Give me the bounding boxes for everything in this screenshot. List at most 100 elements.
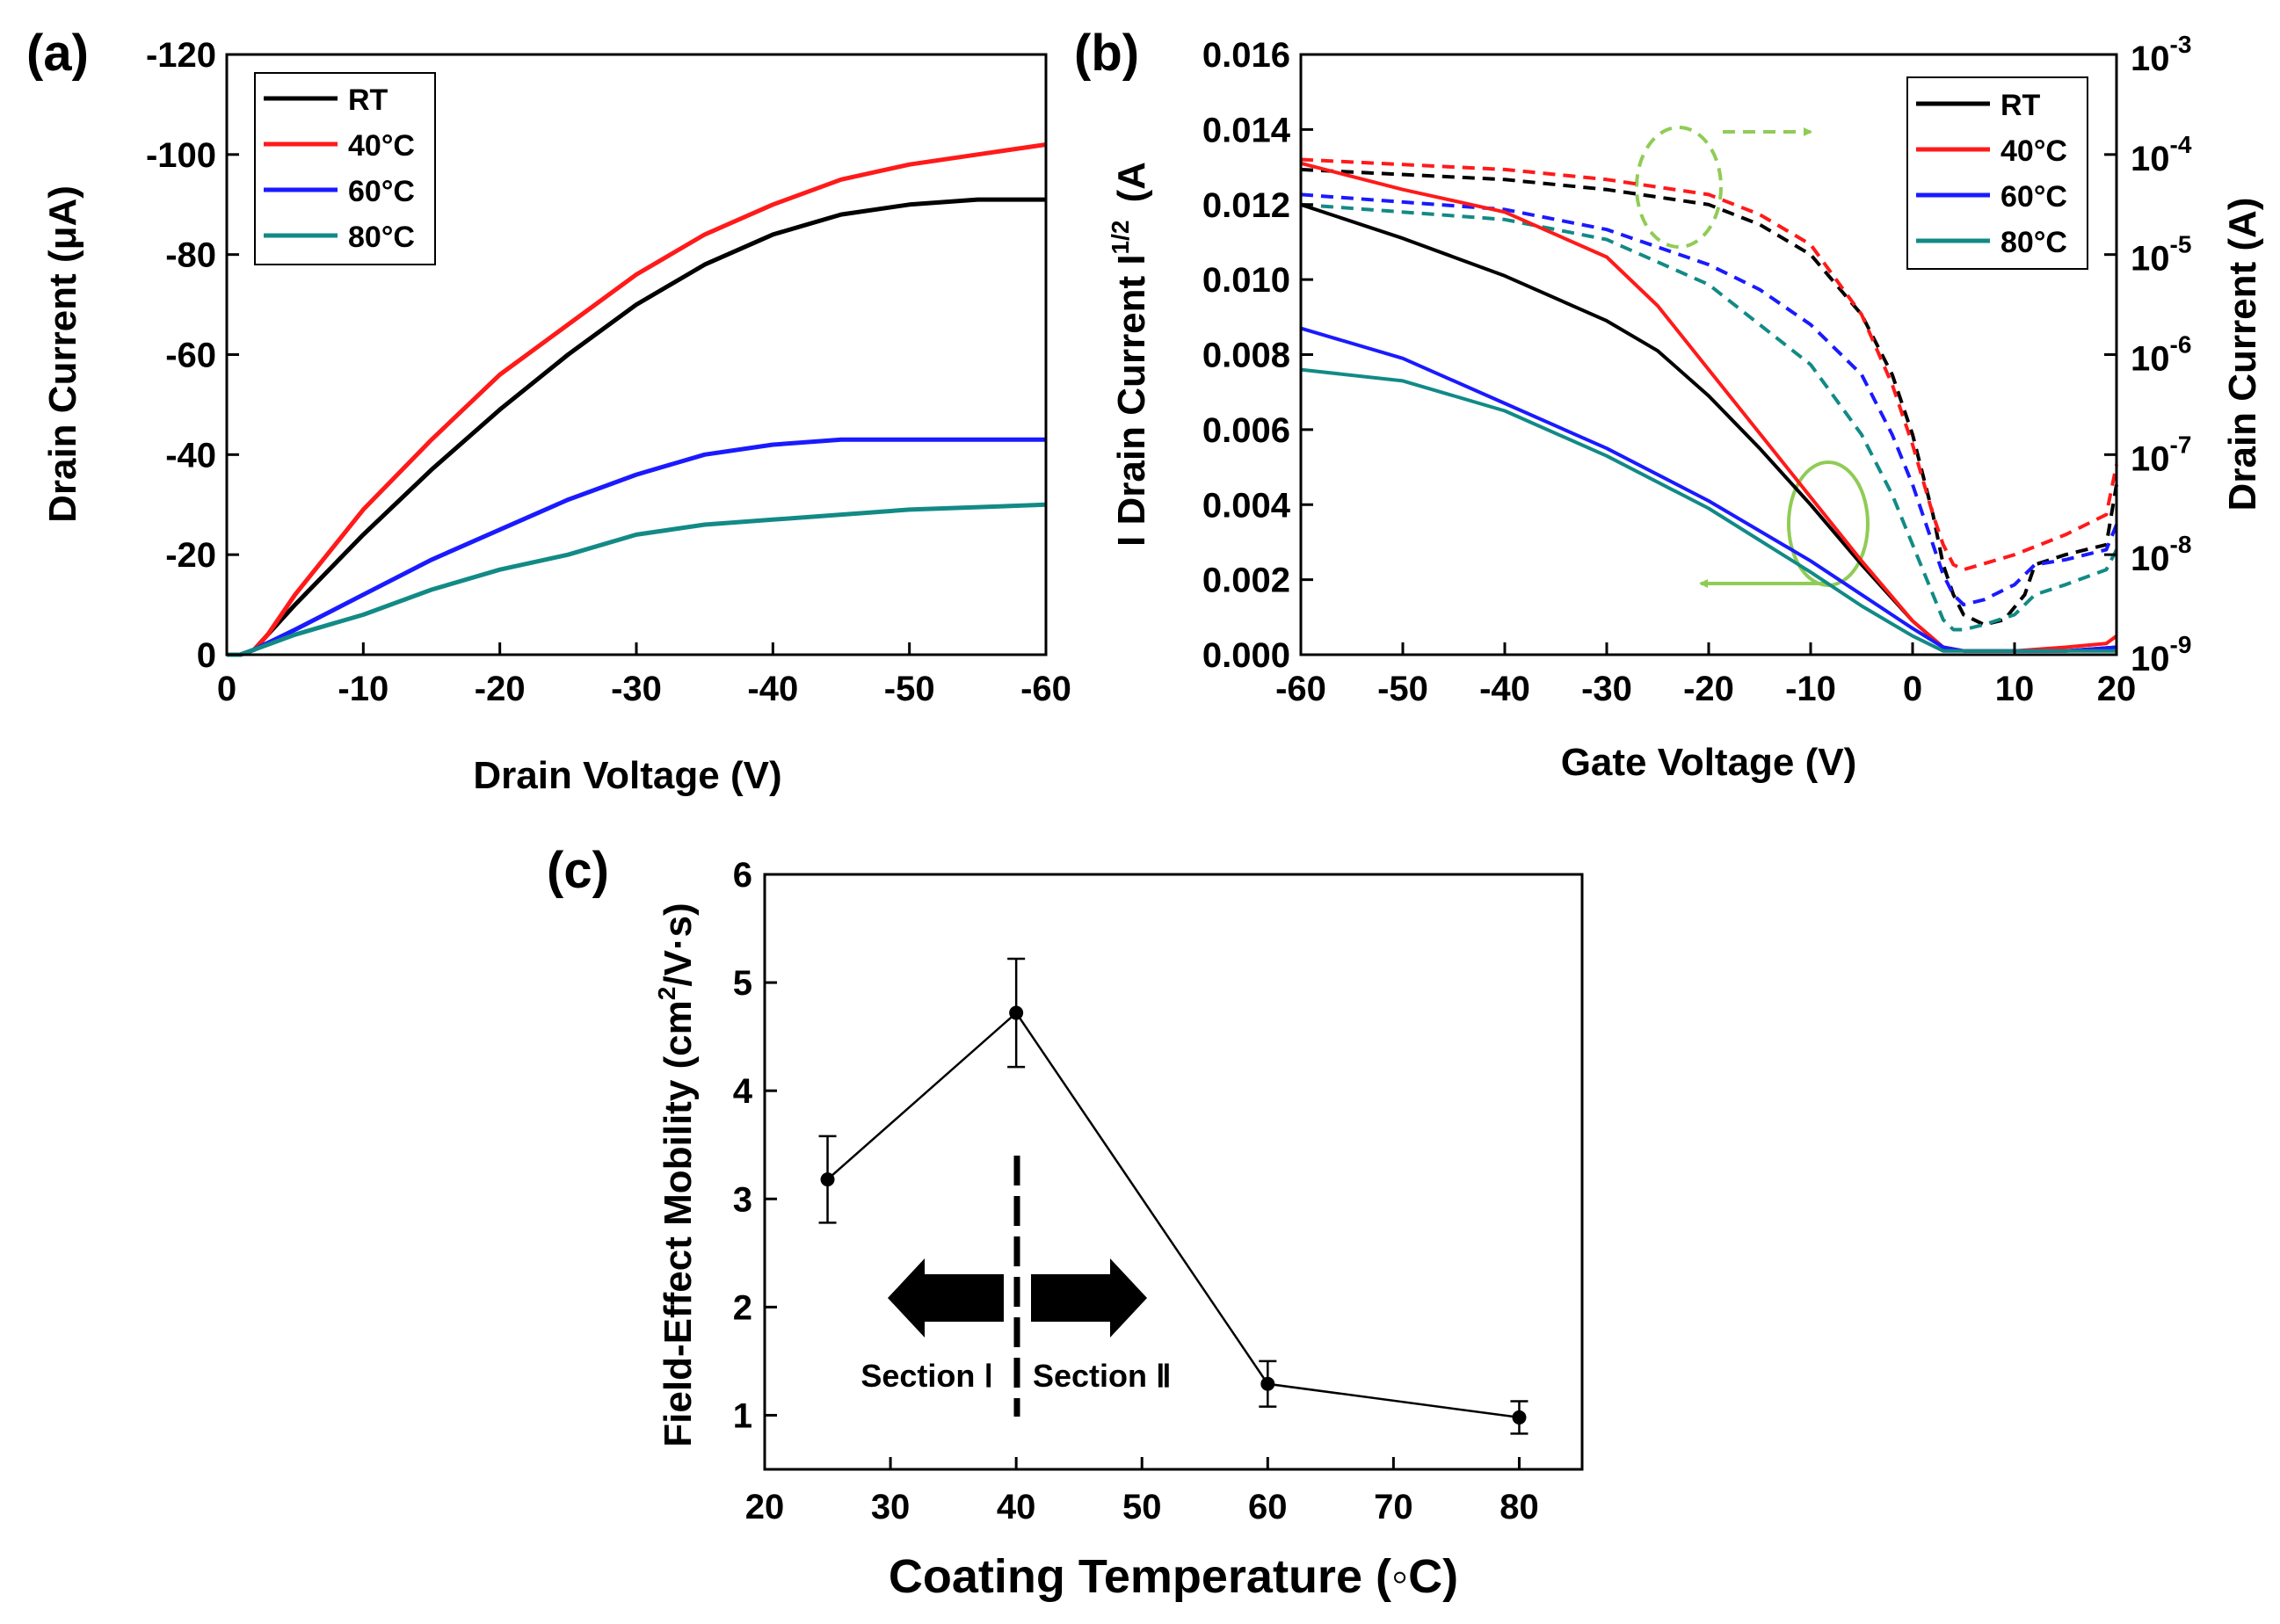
y-tick-label: -20	[165, 536, 216, 575]
panel-a-x-axis: 0 -10 -20 -30 -40 -50 -60	[217, 642, 1071, 708]
legend-label-RT: RT	[2000, 89, 2041, 122]
sqrt-series-line-60°C	[1300, 326, 2117, 653]
series-line-40°C	[227, 142, 1047, 657]
panel-b-legend-box	[1906, 76, 2088, 270]
y-tick-label: 3	[733, 1180, 752, 1219]
y-left-tick-label: 0.004	[1202, 486, 1291, 525]
x-tick-label: 40	[997, 1488, 1036, 1526]
y-right-tick-label: 10-8	[2131, 531, 2191, 578]
panel-c-y-axis: 1 2 3 4 5 6	[733, 856, 777, 1435]
panel-a-series	[227, 142, 1047, 657]
data-point	[820, 1172, 835, 1187]
x-tick-label: -20	[1683, 670, 1734, 708]
panel-b-x-label: Gate Voltage (V)	[1561, 741, 1857, 784]
data-point	[1260, 1376, 1275, 1391]
sqrt-series-line-40°C	[1300, 161, 2118, 653]
panel-b-legend-entries: RT 40°C 60°C 80°C	[1916, 89, 2067, 259]
svg-text:I Drain Current I1/2(A: I Drain Current I1/2 (A	[1107, 162, 1153, 547]
panel-b-annotations	[1635, 126, 1870, 588]
x-tick-label: -40	[747, 670, 798, 708]
legend-label-80°C: 80°C	[348, 221, 415, 254]
y-tick-label: -60	[165, 337, 216, 375]
y-right-tick-label: 10-7	[2131, 431, 2191, 478]
panel-a-legend-entries: RT 40°C 60°C 80°C	[264, 83, 415, 254]
y-tick-label: 2	[733, 1288, 752, 1327]
log-axis-indicator-ellipse	[1635, 126, 1723, 249]
y-right-tick-label: 10-6	[2131, 331, 2191, 379]
panel-b-y-label-text: I Drain Current I	[1110, 254, 1153, 547]
panel-c: (c) 1 2 3 4 5 6 20 30 40 50 60 70 80 Section Ⅰ Sect…	[547, 842, 1584, 1603]
y-left-tick-label: 0.000	[1202, 636, 1290, 675]
y-left-tick-label: 0.016	[1202, 36, 1290, 75]
panel-c-y-label-unit: /V·s)	[657, 903, 700, 986]
y-left-tick-label: 0.008	[1202, 337, 1290, 375]
y-tick-label: 4	[733, 1072, 753, 1111]
y-right-tick-label: 10-4	[2131, 131, 2192, 178]
y-right-tick-label: 10-9	[2131, 631, 2191, 678]
svg-text:Field-Effect Mobility (cm2/V·s: Field-Effect Mobility (cm2/V·s)	[653, 903, 700, 1446]
x-tick-label: 20	[745, 1488, 785, 1526]
section-two-label: Section Ⅱ	[1033, 1358, 1172, 1394]
panel-b-y-label-right: Drain Current (A)	[2221, 198, 2264, 511]
right-arrow-icon	[1031, 1258, 1147, 1338]
x-tick-label: 10	[1995, 670, 2035, 708]
x-tick-label: 80	[1499, 1488, 1539, 1526]
y-tick-label: -40	[165, 436, 216, 475]
legend-label-40°C: 40°C	[2000, 134, 2067, 168]
x-tick-label: -40	[1479, 670, 1530, 708]
y-tick-label: 5	[733, 964, 752, 1003]
panel-b-y-label-left: I Drain Current I1/2 (A	[1107, 162, 1153, 547]
left-arrow-icon	[888, 1258, 1004, 1338]
x-tick-label: 20	[2097, 670, 2137, 708]
x-tick-label: -30	[1581, 670, 1632, 708]
y-right-tick-label: 10-3	[2131, 31, 2191, 78]
panel-b-y-axis-right: 10-9 10-8 10-7 10-6 10-5 10-4 10-3	[2104, 31, 2192, 678]
y-tick-label: -120	[146, 36, 216, 75]
x-tick-label: -50	[1377, 670, 1428, 708]
panel-c-y-label-sup: 2	[653, 987, 680, 1001]
legend-label-60°C: 60°C	[348, 175, 415, 208]
panel-b: (b) 0.0000.0020.0040.0060.0080.0100.0120…	[1074, 25, 2264, 784]
legend-label-40°C: 40°C	[348, 129, 415, 163]
panel-c-series	[818, 957, 1528, 1435]
y-right-tick-label: 10-5	[2131, 231, 2191, 279]
panel-b-y-label-unit: (A	[1110, 162, 1153, 202]
y-tick-label: -80	[165, 236, 216, 275]
y-tick-label: 0	[197, 636, 216, 675]
panel-b-y-label-sup: 1/2	[1107, 221, 1134, 255]
panel-a-label: (a)	[26, 25, 89, 82]
y-tick-label: 1	[733, 1396, 752, 1435]
x-tick-label: 60	[1248, 1488, 1288, 1526]
data-point	[1512, 1410, 1527, 1425]
series-line-RT	[227, 197, 1046, 657]
panel-c-x-label: Coating Temperature (◦C)	[889, 1550, 1458, 1603]
panel-a-y-label: Drain Current (μA)	[41, 185, 84, 523]
log-series-line-40°C	[1300, 157, 2118, 572]
x-tick-label: -10	[1785, 670, 1836, 708]
x-tick-label: -30	[611, 670, 662, 708]
x-tick-label: -10	[338, 670, 388, 708]
y-left-tick-label: 0.012	[1202, 186, 1290, 225]
y-left-tick-label: 0.010	[1202, 261, 1290, 300]
y-tick-label: 6	[733, 856, 752, 895]
y-left-tick-label: 0.006	[1202, 411, 1290, 450]
legend-label-RT: RT	[348, 83, 388, 117]
panel-c-x-axis: 20 30 40 50 60 70 80	[745, 1457, 1539, 1526]
panel-c-y-label-text: Field-Effect Mobility (cm	[657, 1000, 700, 1446]
mobility-line	[826, 1011, 1520, 1419]
panel-a: (a) 0 -20 -40 -60 -80 -10 0 -120 0 -10 -20 -30 -40 -…	[26, 25, 1071, 797]
panel-b-x-axis: -60 -50 -40 -30 -20 -10 0 10 20	[1275, 642, 2136, 708]
y-left-tick-label: 0.014	[1202, 111, 1291, 149]
x-tick-label: 0	[217, 670, 236, 708]
section-one-label: Section Ⅰ	[860, 1358, 993, 1394]
panel-c-divider: Section Ⅰ Section Ⅱ	[860, 1156, 1172, 1417]
data-point	[1009, 1005, 1024, 1020]
panel-a-legend: RT 40°C 60°C 80°C	[254, 72, 436, 265]
log-series-line-80°C	[1300, 202, 2118, 632]
panel-a-legend-box	[254, 72, 436, 265]
x-tick-label: -60	[1020, 670, 1071, 708]
series-line-80°C	[227, 502, 1047, 657]
x-tick-label: 50	[1122, 1488, 1162, 1526]
x-tick-label: -50	[884, 670, 935, 708]
x-tick-label: -20	[475, 670, 526, 708]
